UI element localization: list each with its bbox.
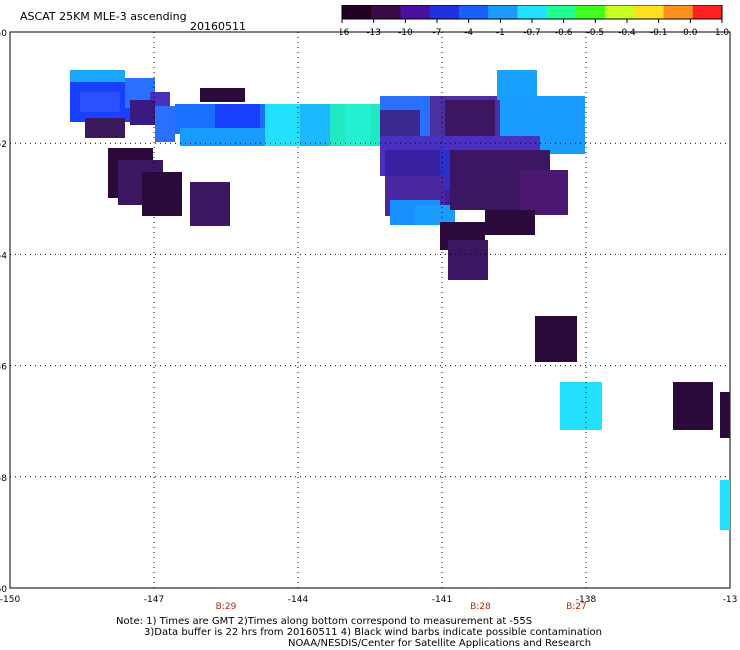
wind-cell	[265, 104, 305, 146]
colorbar-tick-label: 1.0	[715, 28, 730, 38]
wind-cell	[200, 88, 245, 102]
wind-cell	[80, 92, 120, 112]
wind-cell	[415, 205, 455, 225]
wind-cell	[155, 106, 175, 142]
wind-cell	[720, 392, 730, 438]
wind-cell	[85, 118, 125, 138]
colorbar-swatch	[458, 5, 489, 19]
wind-cell	[142, 172, 182, 216]
colorbar-swatch	[488, 5, 518, 19]
lat-label: -58	[0, 474, 7, 484]
colorbar-swatch	[342, 5, 372, 19]
wind-cell	[520, 170, 568, 215]
colorbar-tick-label: -0.4	[618, 28, 636, 38]
plot-frame	[9, 31, 731, 589]
lat-label: -56	[0, 363, 7, 373]
colorbar-tick-label: -13	[366, 28, 381, 38]
note-line-2: 3)Data buffer is 22 hrs from 20160511 4)…	[144, 627, 602, 638]
wind-cell	[720, 480, 730, 530]
lon-label: -138	[576, 595, 597, 605]
colorbar-tick-label: -4	[464, 28, 473, 38]
colorbar-tick-label: -0.1	[650, 28, 668, 38]
colorbar-tick-label: -1	[496, 28, 505, 38]
wind-cell	[445, 100, 495, 140]
lon-label: -144	[288, 595, 309, 605]
wind-cell	[560, 382, 602, 430]
product-date: 20160511	[190, 20, 246, 33]
wind-cell	[190, 182, 230, 226]
rev-marker-label: B:28	[470, 602, 491, 612]
colorbar: -16 -13 -10 -7 -4 -1 -0.7 -0.6 -0.5 -0.4 -0.1 0.0 1.…	[340, 5, 730, 38]
colorbar-tick-label: -10	[398, 28, 413, 38]
colorbar-tick-label: -16	[340, 28, 350, 38]
lon-label: -141	[432, 595, 452, 605]
lon-label: -150	[0, 595, 20, 605]
grid-lines	[10, 32, 730, 588]
colorbar-swatch	[371, 5, 401, 19]
wind-cell	[673, 382, 713, 430]
rev-marker-label: B:27	[566, 602, 587, 612]
colorbar-tick-label: -7	[433, 28, 442, 38]
rev-marker-label: B:29	[216, 602, 237, 612]
colorbar-swatch	[575, 5, 606, 19]
wind-cell	[485, 210, 535, 235]
wind-cell	[535, 316, 577, 362]
colorbar-swatch	[634, 5, 665, 19]
colorbar-swatch	[692, 5, 723, 19]
colorbar-tick-label: 0.0	[683, 28, 698, 38]
lat-label: -50	[0, 29, 7, 39]
wind-cell	[130, 100, 155, 125]
wind-cell	[70, 70, 125, 82]
wind-cells	[70, 70, 730, 530]
wind-cell	[345, 104, 370, 146]
lat-label: -54	[0, 251, 7, 261]
colorbar-tick-label: -0.5	[587, 28, 605, 38]
colorbar-swatch	[429, 5, 460, 19]
lon-label: -13	[723, 595, 738, 605]
colorbar-swatch	[663, 5, 694, 19]
colorbar-swatch	[517, 5, 548, 19]
note-line-3: NOAA/NESDIS/Center for Satellite Applica…	[288, 638, 592, 649]
wind-cell	[497, 70, 537, 100]
lat-label: -52	[0, 140, 7, 150]
product-title: ASCAT 25KM MLE-3 ascending	[20, 10, 187, 23]
lat-label: -60	[0, 585, 7, 595]
wind-cell	[540, 96, 585, 154]
wind-cell	[180, 128, 270, 146]
colorbar-tick-label: -0.6	[555, 28, 573, 38]
wind-cell	[448, 240, 488, 280]
colorbar-swatch	[546, 5, 577, 19]
lon-label: -147	[144, 595, 164, 605]
colorbar-swatch	[605, 5, 635, 19]
colorbar-tick-label: -0.7	[523, 28, 541, 38]
wind-cell	[300, 104, 330, 146]
colorbar-swatch	[400, 5, 431, 19]
note-line-1: Note: 1) Times are GMT 2)Times along bot…	[116, 616, 533, 627]
